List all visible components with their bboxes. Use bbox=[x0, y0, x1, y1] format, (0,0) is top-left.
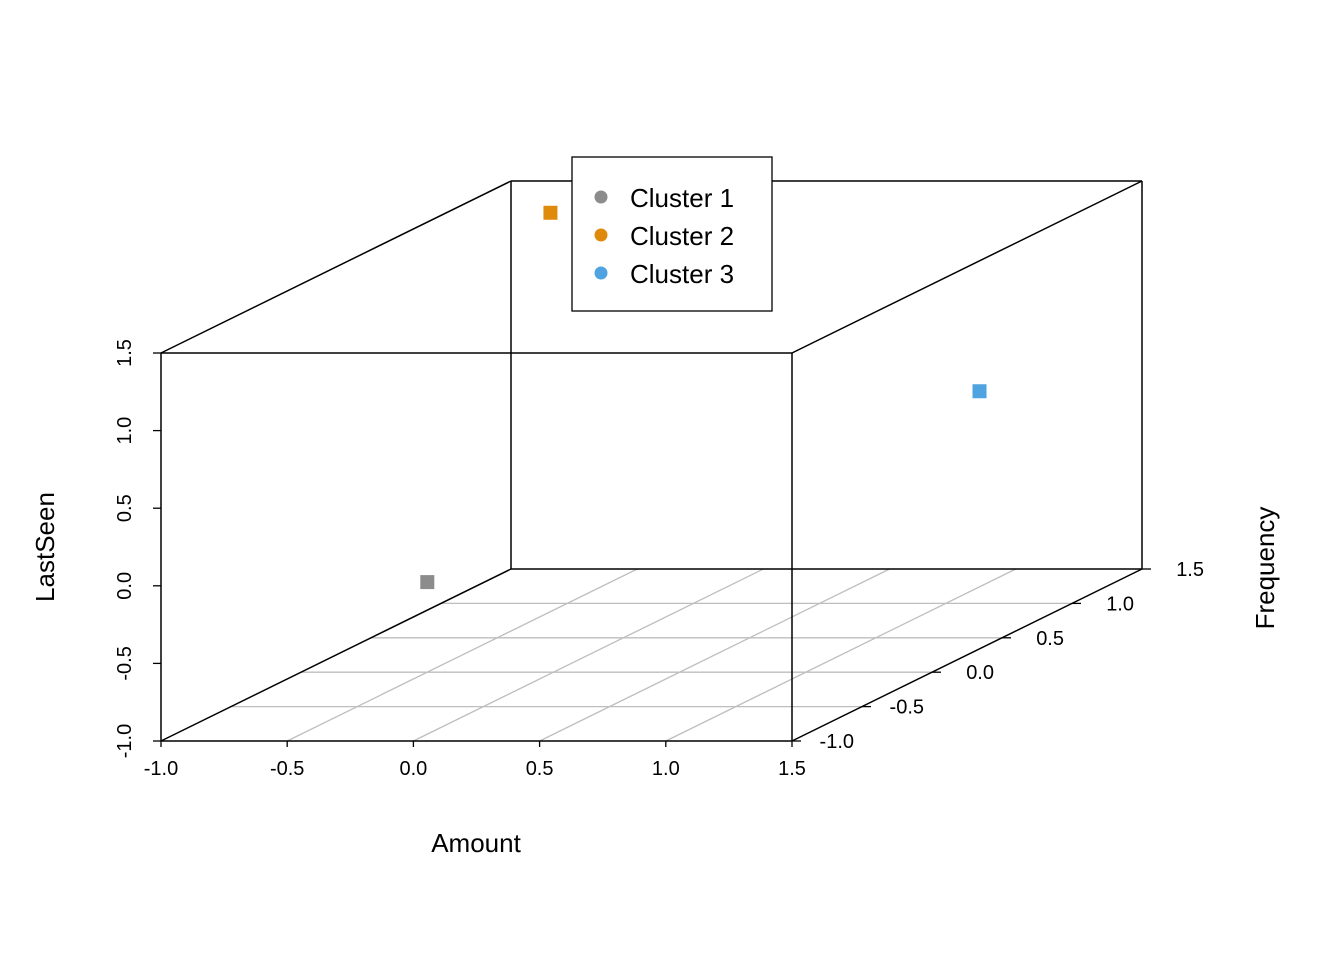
y-tick-label: -0.5 bbox=[890, 697, 924, 719]
x-tick-label: 0.0 bbox=[399, 758, 427, 780]
bounding-box bbox=[160, 180, 1143, 742]
axis-ticks: -1.0 -0.5 0.0 0.5 1.0 1.5 -1.0 -0.5 0.0 0.5 1.0 1.5… bbox=[114, 339, 1204, 780]
z-tick-label: -1.0 bbox=[114, 724, 136, 758]
floor-grid bbox=[231, 568, 1072, 742]
point-cluster-1 bbox=[420, 575, 435, 590]
box-edge bbox=[160, 180, 512, 354]
grid-line-x bbox=[286, 568, 638, 742]
legend: Cluster 1 Cluster 2 Cluster 3 bbox=[571, 156, 773, 312]
z-tick-label: 1.5 bbox=[114, 339, 136, 367]
point-cluster-2 bbox=[543, 205, 558, 220]
z-tick-label: 1.0 bbox=[114, 417, 136, 445]
y-tick-label: 1.5 bbox=[1176, 559, 1204, 581]
legend-marker bbox=[594, 228, 608, 242]
x-tick-label: -1.0 bbox=[144, 758, 178, 780]
grid-line-x bbox=[413, 568, 764, 742]
box-edge bbox=[160, 568, 512, 742]
box-edge bbox=[791, 180, 1143, 354]
grid-line-x bbox=[665, 568, 1017, 742]
grid-line-x bbox=[539, 568, 890, 742]
x-tick-label: 1.5 bbox=[778, 758, 806, 780]
legend-marker bbox=[594, 190, 608, 204]
box-edge bbox=[791, 568, 1143, 742]
x-axis-title: Amount bbox=[431, 828, 521, 858]
y-tick-label: -1.0 bbox=[820, 731, 854, 753]
point-cluster-3 bbox=[972, 384, 987, 399]
legend-label: Cluster 1 bbox=[630, 183, 734, 213]
z-tick-label: 0.0 bbox=[114, 572, 136, 600]
x-tick-label: 0.5 bbox=[526, 758, 554, 780]
x-tick-label: 1.0 bbox=[652, 758, 680, 780]
z-tick-label: 0.5 bbox=[114, 494, 136, 522]
x-tick-label: -0.5 bbox=[270, 758, 304, 780]
y-tick-label: 0.0 bbox=[966, 662, 994, 684]
y-axis-title: Frequency bbox=[1250, 507, 1280, 630]
legend-label: Cluster 2 bbox=[630, 221, 734, 251]
z-axis-title: LastSeen bbox=[30, 492, 60, 602]
y-tick-label: 0.5 bbox=[1036, 628, 1064, 650]
legend-marker bbox=[594, 266, 608, 280]
z-tick-label: -0.5 bbox=[114, 646, 136, 680]
y-tick-label: 1.0 bbox=[1106, 593, 1134, 615]
data-points bbox=[420, 205, 987, 590]
legend-label: Cluster 3 bbox=[630, 259, 734, 289]
